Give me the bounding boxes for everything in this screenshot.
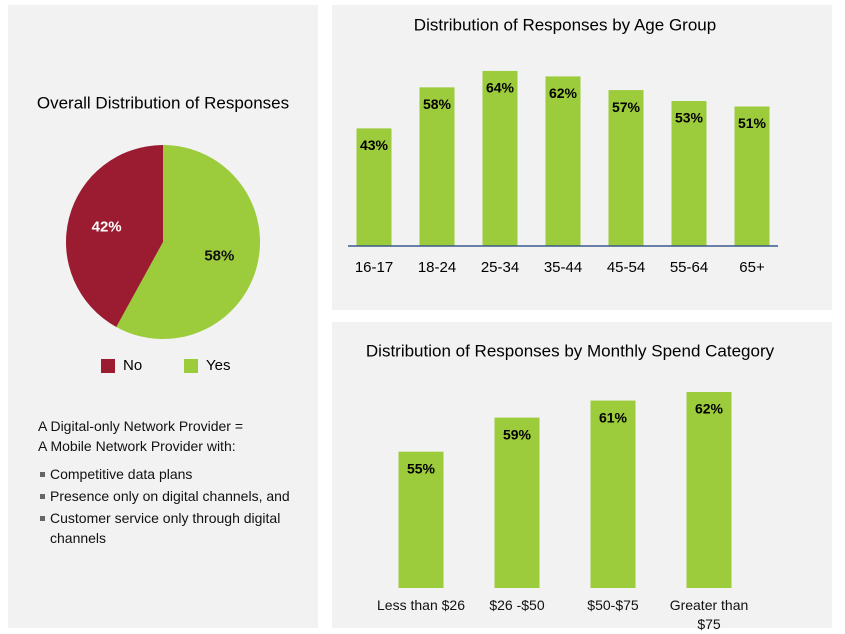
x-tick-label: Less than $26	[377, 597, 465, 613]
bar-label: 57%	[612, 99, 641, 115]
x-tick-label: 18-24	[418, 259, 456, 276]
chart-title: Distribution of Responses by Age Group	[414, 15, 716, 34]
notes-list: Competitive data plans Presence only on …	[38, 464, 308, 548]
bullet: Customer service only through digital ch…	[38, 508, 308, 548]
notes-heading: A Mobile Network Provider with:	[38, 438, 236, 454]
bar-label: 58%	[423, 96, 452, 112]
x-tick-label: 45-54	[607, 259, 645, 276]
bar	[356, 128, 392, 246]
x-tick-label: 65+	[739, 259, 765, 276]
bar	[590, 400, 636, 588]
legend-label: Yes	[206, 357, 230, 374]
chart-title: Overall Distribution of Responses	[37, 93, 289, 112]
bar	[419, 87, 455, 247]
x-tick-label: Greater than $75	[669, 597, 749, 632]
bar-label: 53%	[675, 110, 704, 126]
bar	[545, 76, 581, 246]
slice-label: 58%	[204, 247, 234, 264]
bar-label: 61%	[599, 409, 628, 425]
bar	[686, 392, 732, 588]
bar	[494, 417, 540, 588]
bar	[734, 106, 770, 246]
bar	[608, 90, 644, 247]
pie-slice	[116, 145, 260, 339]
x-tick-label: $50-$75	[587, 597, 639, 613]
bar-label: 59%	[503, 426, 532, 442]
notes-heading: A Digital-only Network Provider =	[38, 418, 244, 434]
legend-swatch	[184, 359, 198, 373]
bar-label: 64%	[486, 80, 515, 96]
x-tick-label: $26 -$50	[489, 597, 545, 613]
bullet: Competitive data plans	[38, 464, 308, 484]
pie-slice	[65, 145, 163, 328]
x-tick-label: 25-34	[481, 259, 519, 276]
bar	[482, 70, 518, 246]
x-tick-label: 35-44	[544, 259, 582, 276]
bar	[671, 101, 707, 246]
bar-label: 51%	[738, 115, 767, 131]
bar-label: 55%	[407, 460, 436, 476]
bar-label: 62%	[695, 401, 724, 417]
legend-label: No	[123, 357, 142, 374]
bar-label: 43%	[360, 137, 389, 153]
slice-label: 42%	[92, 218, 122, 235]
x-tick-label: 55-64	[670, 259, 708, 276]
bar	[398, 451, 444, 588]
chart-title: Distribution of Responses by Monthly Spe…	[366, 341, 775, 360]
legend-swatch	[101, 359, 115, 373]
notes: A Digital-only Network Provider = A Mobi…	[38, 416, 308, 550]
x-tick-label: 16-17	[355, 259, 393, 276]
bullet: Presence only on digital channels, and	[38, 486, 308, 506]
bar-label: 62%	[549, 85, 578, 101]
